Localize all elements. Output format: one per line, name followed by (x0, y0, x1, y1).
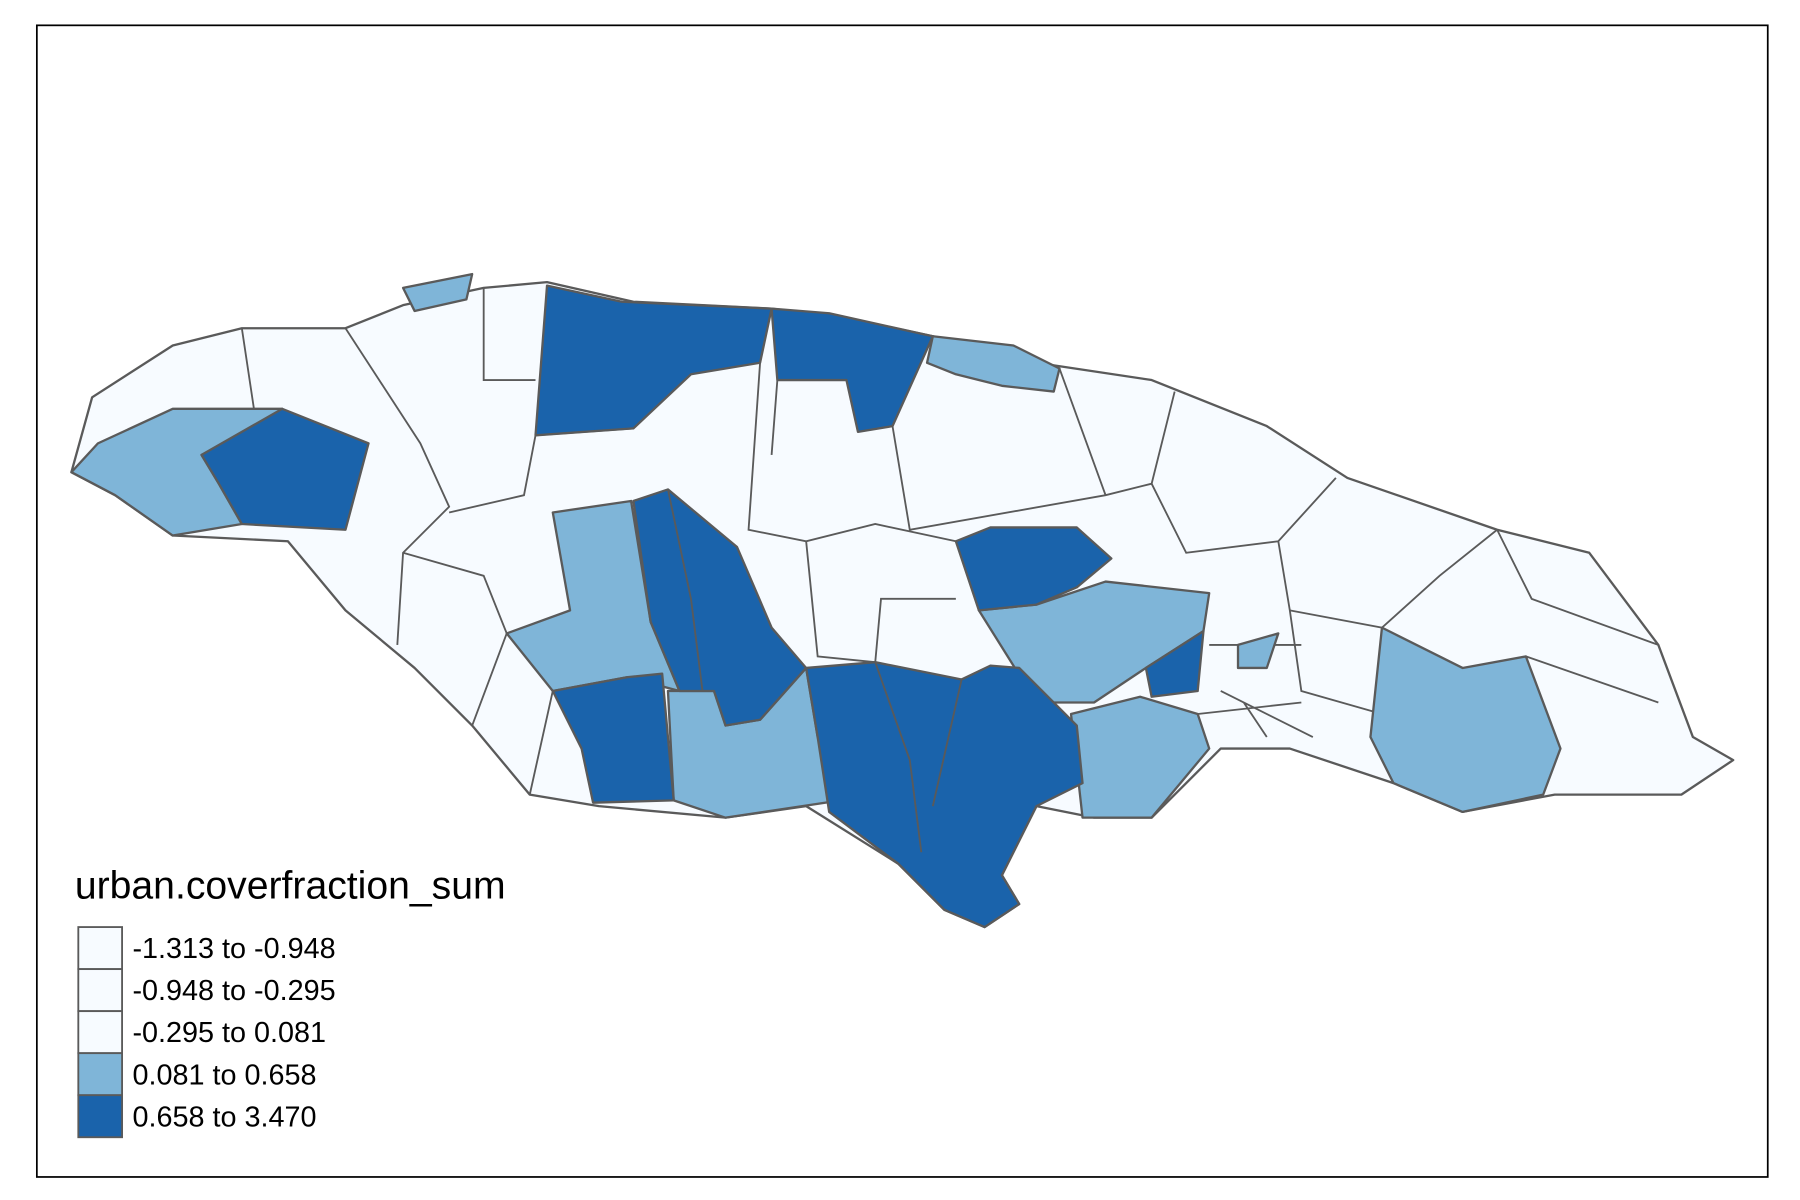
legend-swatch (77, 968, 123, 1013)
region (925, 335, 1061, 393)
region (954, 526, 1113, 612)
region (200, 407, 370, 531)
legend-swatch (77, 926, 123, 971)
region (804, 661, 1084, 929)
region (534, 284, 773, 437)
region (551, 672, 675, 804)
region (1236, 632, 1280, 670)
legend-swatch (77, 1010, 123, 1055)
region (632, 488, 808, 727)
island-base (70, 280, 1735, 929)
legend-swatch (77, 1052, 123, 1097)
region (1369, 626, 1562, 814)
region (770, 307, 934, 434)
region (1069, 695, 1211, 819)
legend: urban.coverfraction_sum -1.313 to -0.948… (75, 864, 506, 1139)
region (401, 272, 474, 313)
legend-label: 0.658 to 3.470 (132, 1101, 316, 1133)
legend-title: urban.coverfraction_sum (75, 864, 506, 907)
legend-label: -0.295 to 0.081 (132, 1017, 326, 1049)
legend-swatch (77, 1094, 123, 1139)
legend-label: 0.081 to 0.658 (132, 1059, 316, 1091)
region (1144, 629, 1205, 698)
choropleth-dark (200, 284, 1205, 929)
map (70, 272, 1735, 929)
legend-label: -0.948 to -0.295 (132, 975, 335, 1007)
legend-label: -1.313 to -0.948 (132, 933, 335, 965)
